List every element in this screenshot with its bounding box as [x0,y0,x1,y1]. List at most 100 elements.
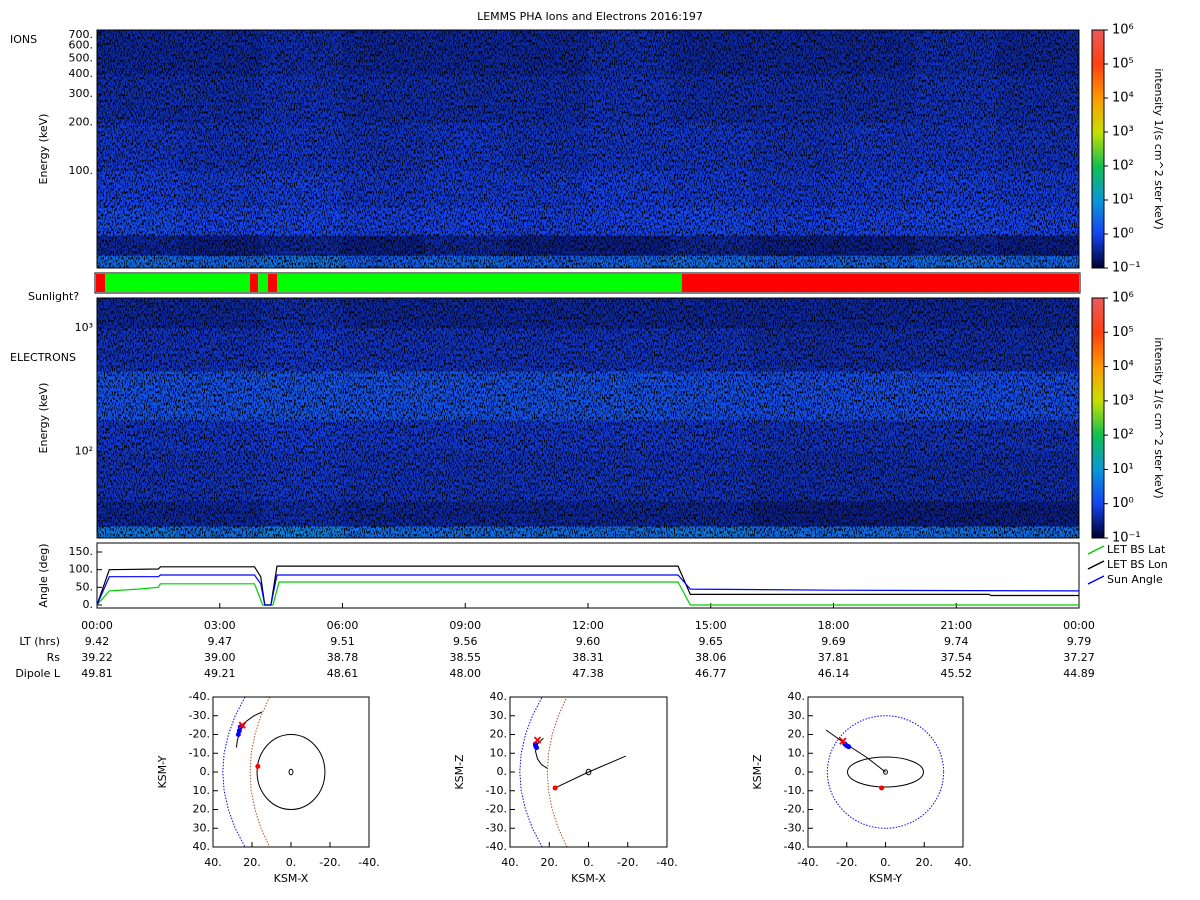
y-tick-label: 20. [788,728,806,741]
colorbar-label: intensity 1/(s cm^2 ster keV) [1152,337,1165,498]
colorbar-tick-label: 10⁵ [1112,325,1134,340]
panel-label: IONS [10,33,37,46]
x-tick-label: 00:00 [1063,619,1095,632]
orbit-curve [534,737,548,769]
chart-title: LEMMS PHA Ions and Electrons 2016:197 [477,10,703,23]
table-cell: 9.56 [453,635,478,648]
colorbar-tick-label: 10⁰ [1112,227,1134,242]
colorbar-tick-label: 10³ [1112,125,1134,140]
table-cell: 45.52 [941,667,973,680]
y-tick-label: 40. [788,690,806,703]
y-tick-label: 30. [193,821,211,834]
plot-frame [96,297,1080,539]
x-tick-label: 06:00 [327,619,359,632]
orbit-point [238,721,246,729]
table-cell: 44.89 [1063,667,1095,680]
orbit-point [552,785,558,791]
sunlight-segment [250,274,259,292]
sunlight-segment [258,274,269,292]
y-tick-label: -40. [784,840,805,853]
orbit-point [236,728,242,734]
x-tick-label: -40. [797,856,818,869]
table-cell: 38.31 [572,651,604,664]
colorbar-tick-label: 10³ [1112,393,1134,408]
sunlight-segment [105,274,251,292]
x-tick-label: 40. [954,856,972,869]
bar-frame [94,272,1081,294]
y-tick-label: 30. [490,709,508,722]
table-cell: 39.22 [81,651,113,664]
legend-swatch [1087,560,1105,570]
y-tick-label: 0. [497,765,508,778]
y-tick-label: 50. [76,580,94,593]
y-tick-label: 40. [490,690,508,703]
y-tick-label: 200. [69,115,94,128]
colorbar [1091,29,1105,269]
x-tick-label: 09:00 [449,619,481,632]
colorbar-tick-label: 10⁶ [1112,23,1134,38]
orbit-plot [519,697,626,847]
colorbar-tick-label: 10⁻¹ [1112,531,1141,546]
plot-frame [96,29,1080,269]
y-tick-label: -20. [189,728,210,741]
table-cell: 9.51 [330,635,355,648]
y-tick-label: -20. [784,803,805,816]
orbit-ellipse [585,768,592,776]
sunlight-segment [96,274,106,292]
sunlight-segment [681,274,1079,292]
colorbar-tick-label: 10⁵ [1112,57,1134,72]
orbit-point [255,763,261,769]
orbit-point [533,745,539,751]
orbit-curve [554,755,626,789]
y-axis-label: KSM-Z [751,754,764,790]
colorbar-tick-label: 10² [1112,428,1134,443]
x-tick-label: -40. [656,856,677,869]
texture [97,30,1079,268]
y-tick-label: -40. [486,840,507,853]
row-label: Rs [47,651,61,664]
orbit-curve [825,729,886,773]
x-tick-label: 21:00 [940,619,972,632]
x-tick-label: 18:00 [818,619,850,632]
table-cell: 9.79 [1067,635,1092,648]
y-tick-label: 0. [83,598,94,611]
table-cell: 9.74 [944,635,969,648]
x-tick-label: 0. [583,856,594,869]
x-tick-label: 12:00 [572,619,604,632]
table-cell: 46.77 [695,667,727,680]
table-cell: 39.00 [204,651,236,664]
x-tick-label: -40. [358,856,379,869]
x-tick-label: -20. [836,856,857,869]
y-tick-label: -30. [486,821,507,834]
orbit-point [879,785,885,791]
legend-swatch [1087,545,1105,555]
orbit-point [846,744,852,750]
table-cell: 46.14 [818,667,850,680]
y-tick-label: -30. [784,821,805,834]
table-cell: 47.38 [572,667,604,680]
table-cell: 49.81 [81,667,113,680]
y-tick-label: 10³ [75,321,93,334]
legend-label: Sun Angle [1107,573,1163,586]
texture [97,298,1079,538]
table-cell: 49.21 [204,667,236,680]
y-tick-label: 10. [490,746,508,759]
y-tick-label: 10. [788,746,806,759]
legend-label: LET BS Lon [1107,558,1168,571]
orbit-point [235,732,241,737]
colorbar-label: intensity 1/(s cm^2 ster keV) [1152,68,1165,229]
y-tick-label: 40. [193,840,211,853]
orbit-curve [519,697,543,847]
y-tick-label: 700. [69,28,94,41]
colorbar-tick-label: 10⁰ [1112,496,1134,511]
table-cell: 37.81 [818,651,850,664]
sunlight-segment [268,274,278,292]
y-tick-label: 0. [200,765,211,778]
row-label: LT (hrs) [19,635,60,648]
x-tick-label: -20. [617,856,638,869]
x-tick-label: 20. [243,856,261,869]
y-tick-label: 30. [788,709,806,722]
x-axis-label: KSM-X [571,872,606,885]
